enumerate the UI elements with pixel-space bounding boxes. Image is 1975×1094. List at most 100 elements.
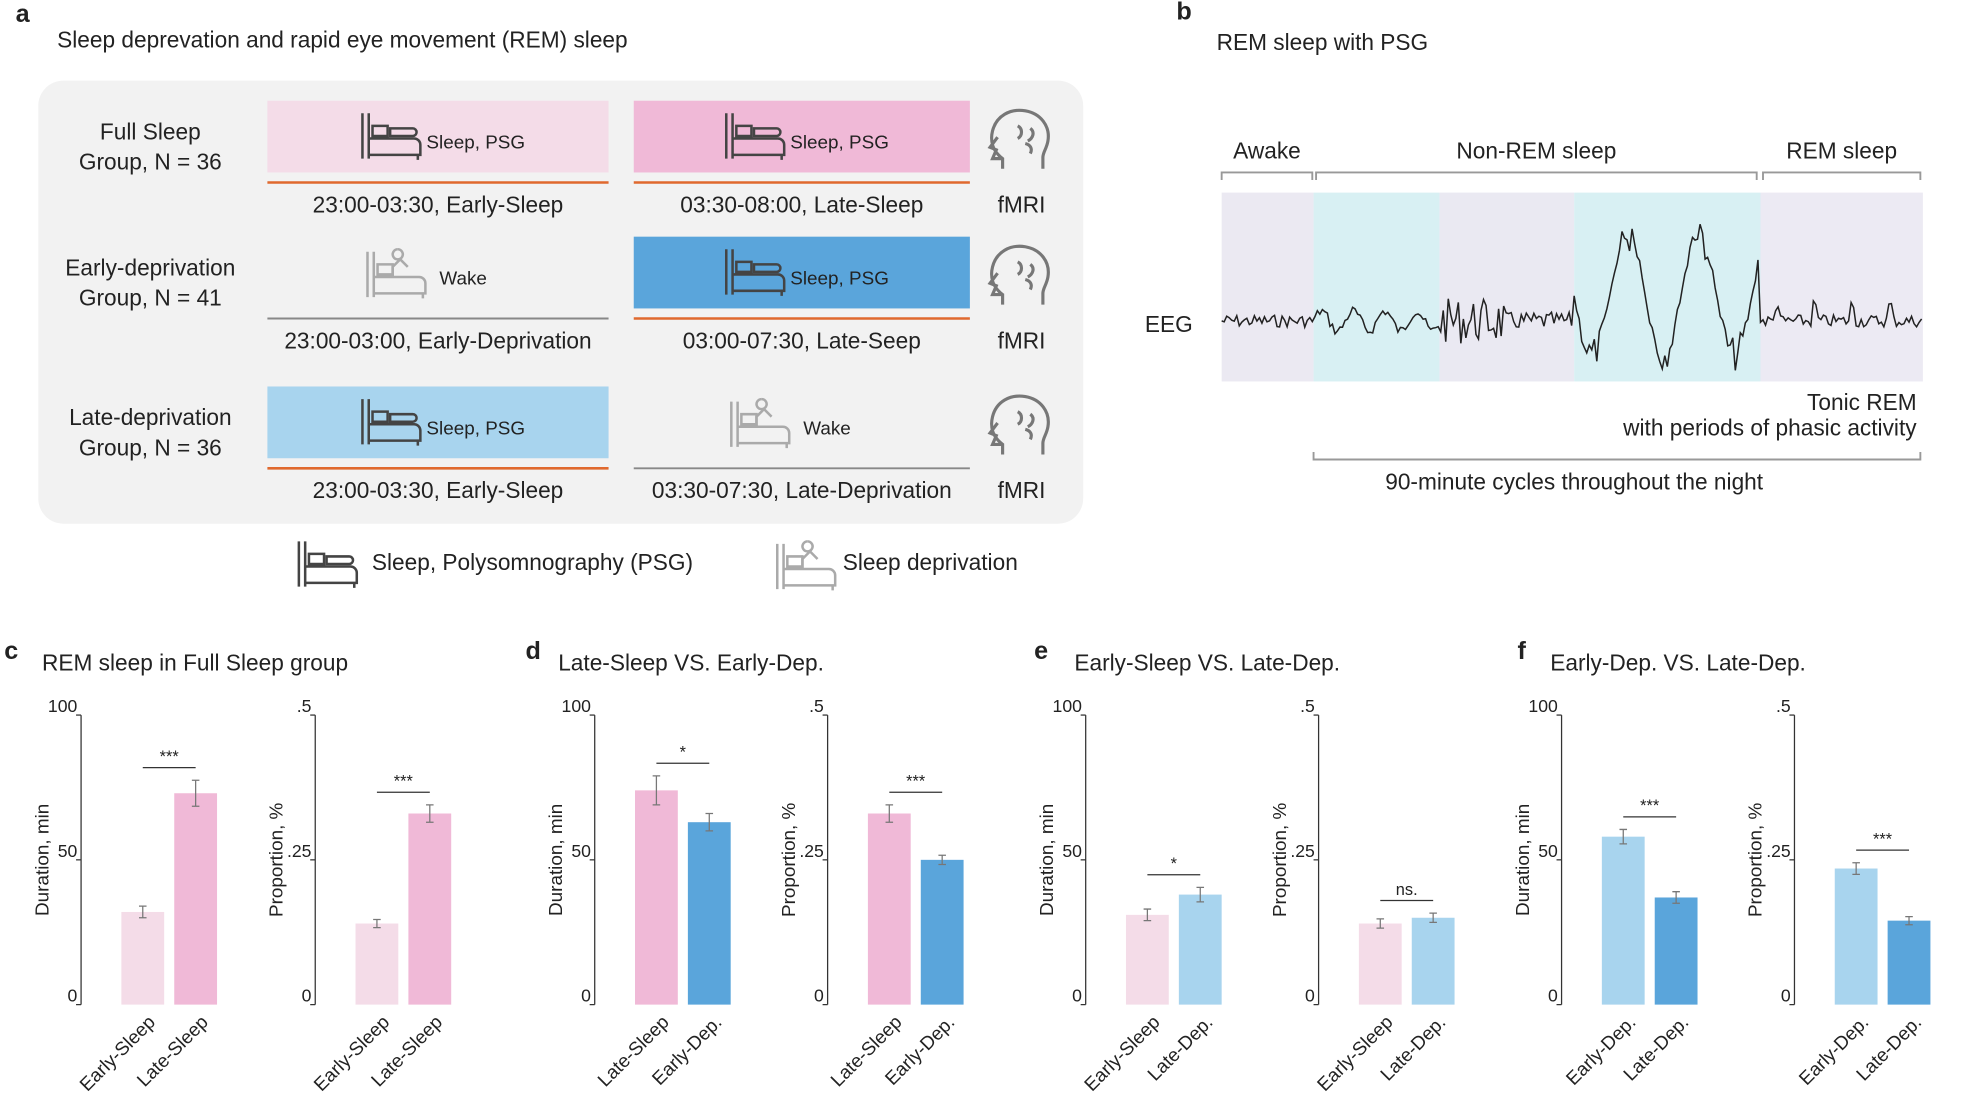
y-tick-label: .25	[1290, 841, 1315, 861]
brain-icon	[987, 108, 1050, 169]
error-bar	[652, 775, 661, 806]
bracket	[1220, 171, 1314, 181]
segment-label: Sleep, PSG	[790, 268, 889, 289]
y-tick-label: .5	[1300, 696, 1315, 716]
y-tick-label: .5	[809, 696, 824, 716]
y-tick-label: 0	[1781, 986, 1791, 1006]
modality: fMRI	[998, 327, 1046, 353]
stage-label: REM sleep	[1786, 137, 1897, 163]
bed-icon	[725, 249, 786, 296]
y-tick-label: 0	[1305, 986, 1315, 1006]
y-axis-label: Duration, min	[546, 804, 567, 916]
y-tick-label: 50	[571, 841, 591, 861]
y-tick-label: .25	[1766, 841, 1791, 861]
significance-label: ***	[906, 772, 926, 790]
panel-title: Early-Sleep VS. Late-Dep.	[1074, 650, 1340, 676]
note: with periods of phasic activity	[1622, 414, 1917, 440]
sleep-box	[267, 386, 609, 459]
bracket	[1312, 451, 1922, 461]
bed-icon	[297, 541, 359, 588]
y-tick-label: 100	[1053, 696, 1083, 716]
y-tick-label: 50	[1538, 841, 1558, 861]
bar	[355, 923, 399, 1005]
group-label: Early-deprivation	[65, 254, 235, 280]
y-axis-label: Duration, min	[1513, 804, 1534, 916]
modality: fMRI	[998, 191, 1046, 217]
segment-label: Sleep, PSG	[426, 418, 525, 439]
stage-label: Non-REM sleep	[1456, 137, 1616, 163]
significance-label: ***	[160, 748, 180, 766]
stage-band	[1439, 192, 1575, 382]
bar	[1125, 914, 1169, 1005]
segment-time: 23:00-03:30, Early-Sleep	[313, 477, 564, 503]
group-label: Full Sleep	[100, 118, 201, 144]
y-tick-label: 50	[1062, 841, 1082, 861]
stage-band	[1760, 192, 1923, 382]
y-tick-label: 0	[581, 986, 591, 1006]
error-bar	[1143, 908, 1152, 922]
panel-title: REM sleep with PSG	[1217, 29, 1429, 55]
panel-letter: b	[1176, 0, 1191, 25]
significance-label: *	[680, 744, 687, 762]
segment-label: Sleep, PSG	[790, 133, 889, 154]
y-axis-label: Duration, min	[32, 804, 53, 916]
signal-label: EEG	[1145, 311, 1193, 337]
segment-label: Wake	[439, 268, 487, 289]
panel-title: Sleep deprevation and rapid eye movement…	[57, 27, 628, 53]
legend-text: Sleep deprivation	[843, 549, 1018, 575]
bar	[920, 859, 964, 1005]
y-axis-label: Proportion, %	[1746, 802, 1767, 917]
error-bar	[138, 905, 147, 919]
error-bar	[1905, 915, 1913, 926]
error-bar	[426, 804, 434, 823]
y-tick-label: .5	[297, 696, 312, 716]
error-bar	[1852, 862, 1860, 875]
person-icon	[325, 555, 355, 566]
segment-label: Sleep, PSG	[426, 133, 525, 154]
bed-icon	[361, 113, 422, 160]
bracket	[1315, 171, 1758, 181]
significance-label: ***	[1640, 797, 1660, 815]
brain-icon	[987, 244, 1050, 305]
person-icon	[752, 127, 782, 138]
group-label: Group, N = 41	[79, 285, 222, 311]
wake-icon	[776, 543, 837, 591]
error-bar	[938, 854, 946, 866]
y-axis-label: Duration, min	[1037, 804, 1058, 916]
bed-icon	[725, 113, 786, 160]
person-icon	[755, 397, 773, 427]
error-bar	[885, 804, 894, 823]
y-tick-label: 0	[1548, 986, 1558, 1006]
panel-letter: c	[4, 637, 18, 665]
brain-icon	[987, 394, 1050, 455]
segment-time: 23:00-03:00, Early-Deprivation	[284, 327, 591, 353]
y-tick-label: 100	[48, 696, 78, 716]
bar	[1411, 917, 1455, 1005]
note: Tonic REM	[1807, 389, 1917, 415]
error-bar	[705, 812, 714, 832]
bed-icon	[361, 399, 422, 446]
person-icon	[388, 127, 418, 138]
y-tick-label: 100	[1528, 696, 1558, 716]
y-tick-label: .25	[799, 841, 824, 861]
error-bar	[1672, 891, 1680, 904]
stage-band	[1313, 192, 1440, 382]
cycle-label: 90-minute cycles throughout the night	[1385, 468, 1764, 494]
x-tick-label: Early-Sleep	[1081, 1012, 1165, 1094]
bar	[1834, 868, 1878, 1005]
modality: fMRI	[998, 477, 1046, 503]
bar	[1358, 923, 1402, 1005]
bar	[1887, 920, 1931, 1005]
panel-letter: f	[1518, 637, 1527, 665]
segment-time: 03:30-08:00, Late-Sleep	[680, 191, 923, 217]
wake-icon	[366, 251, 427, 299]
panel-title: REM sleep in Full Sleep group	[42, 650, 348, 676]
segment-time: 03:00-07:30, Late-Seep	[683, 327, 921, 353]
bracket	[1762, 171, 1922, 181]
significance-label: ns.	[1396, 881, 1418, 899]
bar	[1178, 894, 1222, 1005]
bar	[687, 822, 731, 1005]
y-tick-label: .25	[287, 841, 312, 861]
error-bar	[191, 779, 200, 807]
y-tick-label: .5	[1776, 696, 1791, 716]
